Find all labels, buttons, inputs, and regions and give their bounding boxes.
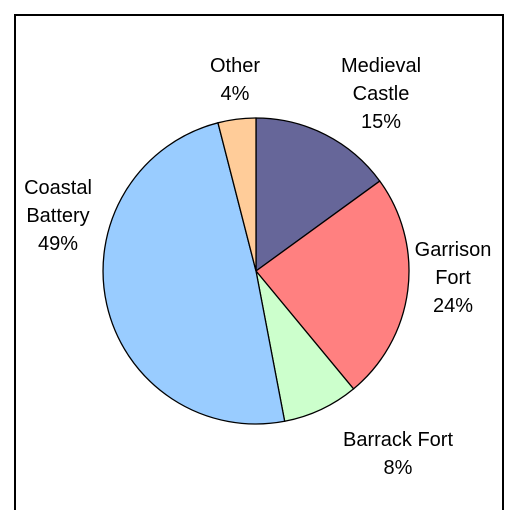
pie-label-coastal-battery: Coastal Battery 49% bbox=[24, 177, 92, 255]
pie-label-medieval-castle: Medieval Castle 15% bbox=[341, 55, 421, 133]
pie-slice-garrison-fort bbox=[255, 180, 410, 390]
pie-labels: Medieval Castle 15% Garrison Fort 24% Barrack … bbox=[24, 55, 491, 479]
pie-chart: Medieval Castle 15% Garrison Fort 24% Barrack … bbox=[24, 55, 491, 479]
pie-slice-other bbox=[217, 117, 257, 272]
pie-label-other: Other 4% bbox=[210, 55, 260, 105]
chart-frame: Medieval Castle 15% Garrison Fort 24% Barrack … bbox=[14, 14, 504, 510]
pie-slices bbox=[102, 117, 410, 425]
pie-slice-medieval-castle bbox=[255, 117, 381, 273]
pie-slice-coastal-battery bbox=[102, 122, 286, 425]
pie-label-garrison-fort: Garrison Fort 24% bbox=[415, 239, 492, 317]
pie-label-barrack-fort: Barrack Fort 8% bbox=[343, 429, 453, 479]
